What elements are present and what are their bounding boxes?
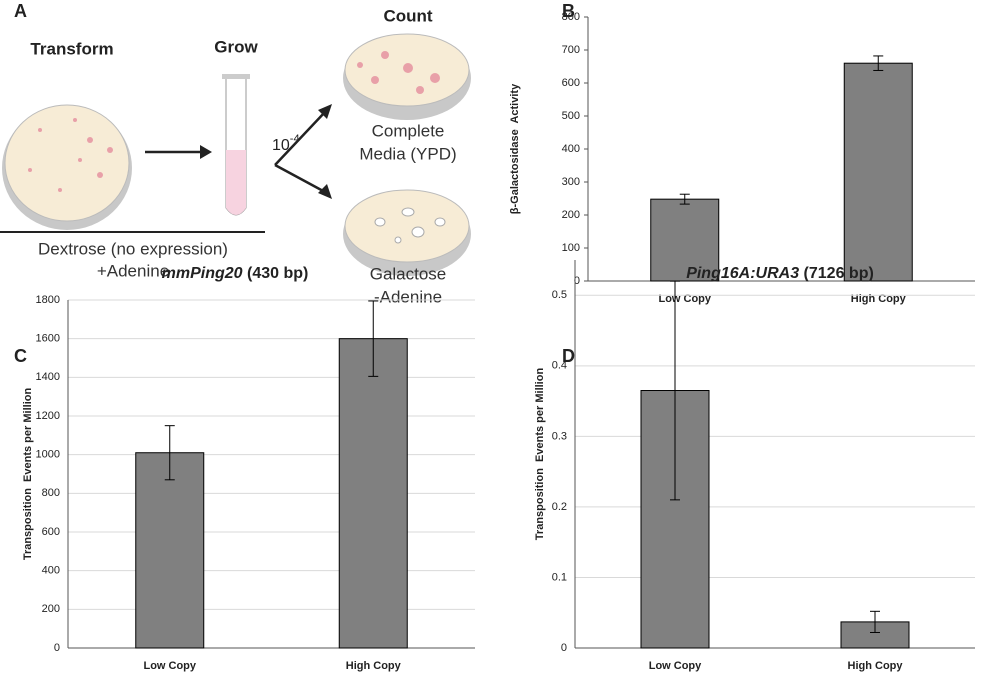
branch-arrow — [274, 111, 326, 194]
y-tick-label: 600 — [562, 77, 580, 89]
y-tick-label: 200 — [562, 209, 580, 221]
error-bar — [164, 425, 175, 481]
dilution-exponent: -4 — [290, 133, 300, 145]
error-bar — [670, 280, 680, 501]
y-tick-label: 600 — [42, 526, 60, 538]
title-rest: (430 bp) — [247, 265, 308, 282]
condition: Galactose — [370, 264, 447, 283]
petri-dish — [343, 33, 471, 120]
y-axis-label: Transposition Events per Million — [534, 368, 546, 541]
title-rest: (7126 bp) — [804, 265, 874, 282]
y-tick-label: 1200 — [36, 410, 60, 422]
y-axis-label: β-Galactosidase Activity — [509, 83, 521, 214]
y-tick-label: 0 — [54, 642, 60, 654]
y-tick-label: 0 — [574, 275, 580, 287]
title-italic: Ping16A:URA3 — [686, 265, 799, 282]
condition: +Adenine — [97, 261, 169, 280]
petri-dish — [2, 104, 132, 230]
petri-dish — [343, 189, 471, 276]
x-tick-label: High Copy — [851, 293, 907, 305]
panel-label: C — [14, 346, 27, 366]
y-tick-label: 0.3 — [552, 430, 567, 442]
y-tick-label: 1600 — [36, 333, 60, 345]
title-italic: mmPing20 — [162, 265, 243, 282]
y-tick-label: 1400 — [36, 371, 60, 383]
y-tick-label: 0.1 — [552, 571, 567, 583]
y-tick-label: 400 — [562, 143, 580, 155]
step-label: Grow — [214, 37, 258, 56]
arrowhead — [318, 104, 332, 119]
y-tick-label: 300 — [562, 176, 580, 188]
dilution: 10-4 — [272, 133, 300, 154]
bar — [338, 338, 408, 649]
y-tick-label: 400 — [42, 565, 60, 577]
y-tick-label: 0.4 — [552, 360, 567, 372]
step-label: Count — [383, 6, 432, 25]
y-tick-label: 500 — [562, 110, 580, 122]
arrowhead — [200, 145, 212, 159]
y-tick-label: 800 — [562, 11, 580, 23]
y-tick-label: 700 — [562, 44, 580, 56]
y-tick-label: 100 — [562, 242, 580, 254]
x-tick-label: Low Copy — [658, 293, 711, 305]
y-axis-label: Transposition Events per Million — [22, 388, 34, 561]
bar — [843, 62, 913, 282]
condition: Dextrose (no expression) — [38, 239, 228, 258]
test-tube — [222, 74, 250, 216]
error-bar — [870, 610, 880, 633]
panel-label: D — [562, 346, 575, 366]
bar — [650, 198, 720, 282]
y-tick-label: 1800 — [36, 294, 60, 306]
panel-label: A — [14, 1, 27, 21]
x-tick-label: Low Copy — [649, 660, 702, 672]
chart-title: mmPing20 (430 bp) — [162, 265, 309, 282]
chart-title: Ping16A:URA3 (7126 bp) — [686, 265, 874, 282]
condition: Complete — [372, 121, 445, 140]
x-tick-label: Low Copy — [143, 660, 196, 672]
step-label: Transform — [30, 39, 113, 58]
y-tick-label: 200 — [42, 603, 60, 615]
bar — [135, 452, 205, 649]
arrowhead — [318, 184, 332, 199]
condition: Media (YPD) — [359, 144, 456, 163]
dilution-base: 10 — [272, 137, 290, 154]
error-bar — [368, 300, 379, 377]
panel-label: B — [562, 1, 575, 21]
y-tick-label: 0 — [561, 642, 567, 654]
error-bar — [873, 55, 884, 71]
x-tick-label: High Copy — [346, 660, 402, 672]
x-tick-label: High Copy — [848, 660, 904, 672]
error-bar — [679, 193, 690, 205]
y-tick-label: 800 — [42, 487, 60, 499]
condition: -Adenine — [374, 287, 442, 306]
y-tick-label: 0.5 — [552, 289, 567, 301]
y-tick-label: 1000 — [36, 449, 60, 461]
y-tick-label: 0.2 — [552, 501, 567, 513]
